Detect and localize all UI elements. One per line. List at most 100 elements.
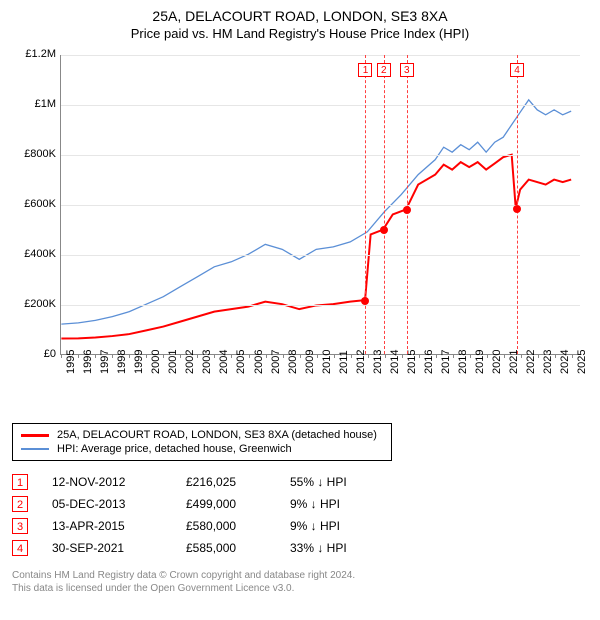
- x-tick-mark: [572, 354, 573, 358]
- sale-num: 3: [12, 518, 28, 534]
- x-axis-label: 2017: [440, 350, 452, 374]
- x-tick-mark: [368, 354, 369, 358]
- sale-num: 4: [12, 540, 28, 556]
- sale-date: 05-DEC-2013: [52, 497, 162, 511]
- x-axis-label: 2015: [406, 350, 418, 374]
- grid-line: [61, 255, 580, 256]
- x-tick-mark: [129, 354, 130, 358]
- sale-diff: 33% ↓ HPI: [290, 541, 380, 555]
- x-tick-mark: [385, 354, 386, 358]
- x-axis-label: 2021: [508, 350, 520, 374]
- sales-table: 1 12-NOV-2012 £216,025 55% ↓ HPI 2 05-DEC-201…: [12, 471, 588, 559]
- x-tick-mark: [249, 354, 250, 358]
- x-tick-mark: [61, 354, 62, 358]
- x-axis-label: 2001: [167, 350, 179, 374]
- sale-num: 1: [12, 474, 28, 490]
- grid-line: [61, 55, 580, 56]
- x-tick-mark: [146, 354, 147, 358]
- x-tick-mark: [470, 354, 471, 358]
- grid-line: [61, 305, 580, 306]
- sale-marker-box: 4: [510, 63, 524, 77]
- series-line: [61, 100, 571, 324]
- x-tick-mark: [266, 354, 267, 358]
- sale-dot: [380, 226, 388, 234]
- sale-row: 4 30-SEP-2021 £585,000 33% ↓ HPI: [12, 537, 588, 559]
- title-subtitle: Price paid vs. HM Land Registry's House …: [12, 26, 588, 41]
- y-axis-label: £1.2M: [12, 48, 56, 60]
- x-axis-label: 2019: [474, 350, 486, 374]
- x-tick-mark: [453, 354, 454, 358]
- sale-marker-box: 1: [358, 63, 372, 77]
- sale-diff: 9% ↓ HPI: [290, 519, 380, 533]
- x-axis-label: 2010: [321, 350, 333, 374]
- x-tick-mark: [419, 354, 420, 358]
- sale-num: 2: [12, 496, 28, 512]
- plot-area: 1995199619971998199920002001200220032004…: [60, 55, 580, 355]
- x-axis-label: 1996: [82, 350, 94, 374]
- x-axis-label: 2020: [491, 350, 503, 374]
- x-axis-label: 2011: [338, 350, 350, 374]
- sale-price: £499,000: [186, 497, 266, 511]
- footer-line1: Contains HM Land Registry data © Crown c…: [12, 569, 588, 582]
- x-tick-mark: [504, 354, 505, 358]
- x-axis-label: 2005: [235, 350, 247, 374]
- title-address: 25A, DELACOURT ROAD, LONDON, SE3 8XA: [12, 8, 588, 24]
- x-axis-label: 2018: [457, 350, 469, 374]
- x-tick-mark: [555, 354, 556, 358]
- x-axis-label: 2014: [389, 350, 401, 374]
- x-axis-label: 2003: [201, 350, 213, 374]
- sale-row: 205-DEC-2013£499,0009% ↓ HPI: [12, 493, 588, 515]
- sale-date: 12-NOV-2012: [52, 475, 162, 489]
- x-tick-mark: [436, 354, 437, 358]
- legend-swatch-price: [21, 434, 49, 437]
- y-axis-label: £200K: [12, 298, 56, 310]
- x-tick-mark: [300, 354, 301, 358]
- y-axis-label: £1M: [12, 98, 56, 110]
- sale-row: 1 12-NOV-2012 £216,025 55% ↓ HPI: [12, 471, 588, 493]
- footer-line2: This data is licensed under the Open Gov…: [12, 582, 588, 595]
- sale-price: £585,000: [186, 541, 266, 555]
- sale-date: 13-APR-2015: [52, 519, 162, 533]
- sale-vline: [407, 55, 408, 354]
- series-line: [61, 155, 571, 339]
- x-tick-mark: [538, 354, 539, 358]
- x-axis-label: 2024: [559, 350, 571, 374]
- sale-price: £216,025: [186, 475, 266, 489]
- x-tick-mark: [351, 354, 352, 358]
- sale-marker-box: 3: [400, 63, 414, 77]
- x-tick-mark: [95, 354, 96, 358]
- legend-row-hpi: HPI: Average price, detached house, Gree…: [21, 442, 383, 456]
- x-tick-mark: [317, 354, 318, 358]
- sale-diff: 55% ↓ HPI: [290, 475, 380, 489]
- x-axis-label: 2007: [270, 350, 282, 374]
- x-tick-mark: [283, 354, 284, 358]
- sale-marker-box: 2: [377, 63, 391, 77]
- x-tick-mark: [231, 354, 232, 358]
- grid-line: [61, 155, 580, 156]
- legend-label-price: 25A, DELACOURT ROAD, LONDON, SE3 8XA (de…: [57, 429, 377, 441]
- x-axis-label: 2000: [150, 350, 162, 374]
- y-axis-label: £0: [12, 348, 56, 360]
- x-axis-label: 2016: [423, 350, 435, 374]
- x-axis-label: 1998: [116, 350, 128, 374]
- sale-dot: [513, 205, 521, 213]
- sale-vline: [384, 55, 385, 354]
- y-axis-label: £600K: [12, 198, 56, 210]
- x-axis-label: 1999: [133, 350, 145, 374]
- x-tick-mark: [487, 354, 488, 358]
- chart-container: 25A, DELACOURT ROAD, LONDON, SE3 8XA Pri…: [0, 0, 600, 603]
- legend-label-hpi: HPI: Average price, detached house, Gree…: [57, 443, 292, 455]
- x-axis-label: 1995: [65, 350, 77, 374]
- x-axis-label: 2002: [184, 350, 196, 374]
- sale-price: £580,000: [186, 519, 266, 533]
- x-axis-label: 1997: [99, 350, 111, 374]
- x-tick-mark: [163, 354, 164, 358]
- legend-box: 25A, DELACOURT ROAD, LONDON, SE3 8XA (de…: [12, 423, 392, 461]
- sale-vline: [365, 55, 366, 354]
- y-axis-label: £800K: [12, 148, 56, 160]
- chart-area: 1995199619971998199920002001200220032004…: [12, 47, 588, 387]
- x-axis-label: 2022: [525, 350, 537, 374]
- x-axis-label: 2013: [372, 350, 384, 374]
- legend-swatch-hpi: [21, 448, 49, 450]
- sale-date: 30-SEP-2021: [52, 541, 162, 555]
